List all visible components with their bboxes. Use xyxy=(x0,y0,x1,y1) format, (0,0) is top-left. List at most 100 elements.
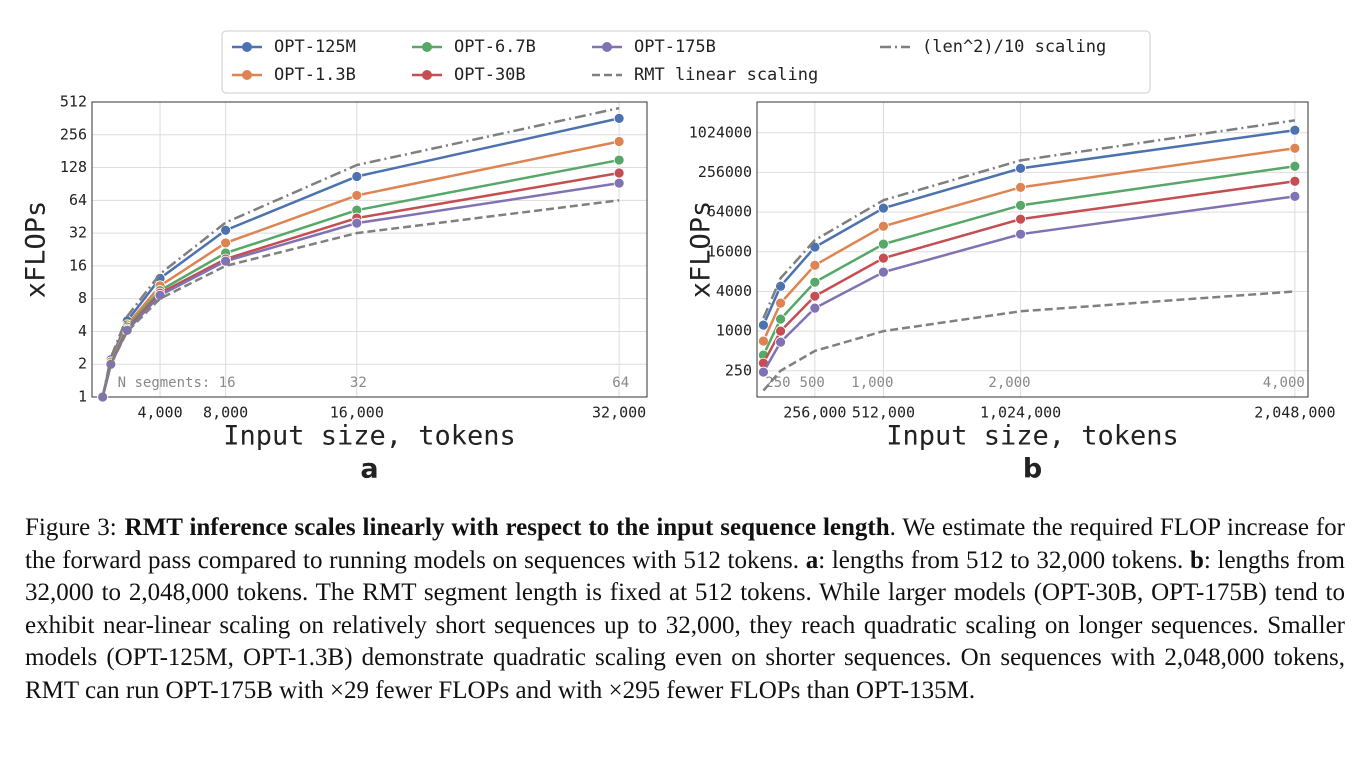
point xyxy=(775,313,786,325)
panel-label: b xyxy=(1023,454,1042,485)
point xyxy=(1015,213,1026,225)
y-tick-label: 256000 xyxy=(698,163,752,181)
point xyxy=(809,276,821,288)
y-tick-label: 4000 xyxy=(716,282,752,300)
x-tick-label: 1,024,000 xyxy=(980,404,1061,422)
y-tick-label: 64000 xyxy=(707,203,752,221)
annotation: 4,000 xyxy=(1263,375,1305,391)
y-axis-label: xFLOPs xyxy=(686,201,717,299)
point xyxy=(1015,162,1026,174)
point xyxy=(809,290,821,302)
point xyxy=(1289,124,1301,136)
point xyxy=(758,335,769,347)
point xyxy=(775,297,786,309)
y-tick-label: 64 xyxy=(69,191,87,209)
y-tick-label: 32 xyxy=(69,224,87,242)
caption-text: : lengths from 512 to 32,000 tokens. xyxy=(818,546,1190,574)
point xyxy=(758,366,769,378)
point xyxy=(351,190,363,201)
point xyxy=(878,202,889,214)
legend-marker xyxy=(242,70,252,80)
y-tick-label: 512 xyxy=(60,93,87,111)
point xyxy=(878,252,889,264)
point xyxy=(1015,228,1026,240)
x-tick-label: 8,000 xyxy=(203,404,248,422)
annotation: N segments: 16 xyxy=(118,375,236,391)
point xyxy=(1289,160,1301,172)
legend-box xyxy=(221,30,1151,94)
legend-label: (len^2)/10 scaling xyxy=(922,37,1106,57)
legend-marker xyxy=(422,70,432,80)
x-tick-label: 256,000 xyxy=(783,404,846,422)
annotation: 500 xyxy=(800,375,825,391)
point xyxy=(878,266,889,278)
point xyxy=(613,167,625,179)
y-tick-label: 128 xyxy=(60,158,87,176)
plot-area xyxy=(92,102,647,397)
point xyxy=(220,237,232,249)
y-axis-label: xFLOPs xyxy=(21,201,52,299)
y-tick-label: 1024000 xyxy=(689,123,752,141)
caption-text: RMT inference scales linearly with respe… xyxy=(124,514,890,541)
y-tick-label: 250 xyxy=(725,361,752,379)
point xyxy=(613,154,625,166)
annotation: 2,000 xyxy=(988,375,1030,391)
point xyxy=(1015,181,1026,193)
point xyxy=(1289,190,1301,202)
plot-area xyxy=(757,102,1308,397)
series-line xyxy=(101,199,620,398)
series-line xyxy=(101,106,620,398)
caption-text: . We estimate the required FLOP increase… xyxy=(25,514,1346,574)
axes-frame xyxy=(756,101,1309,398)
caption-text: : lengths from 32,000 to 2,048,000 token… xyxy=(25,546,1345,704)
x-tick-label: 2,048,000 xyxy=(1254,404,1335,422)
series-line xyxy=(762,147,1296,342)
point xyxy=(1289,142,1301,154)
x-tick-label: 16,000 xyxy=(330,404,384,422)
panel-label: a xyxy=(360,454,378,485)
point xyxy=(154,289,166,301)
series-line xyxy=(762,164,1296,356)
y-tick-label: 16 xyxy=(69,256,87,274)
series-line xyxy=(762,195,1296,373)
point xyxy=(775,280,786,292)
series-line xyxy=(762,128,1296,326)
point xyxy=(613,112,625,124)
point xyxy=(878,220,889,232)
point xyxy=(220,224,232,236)
legend-marker xyxy=(242,42,252,52)
series-line xyxy=(762,119,1296,319)
x-tick-label: 4,000 xyxy=(137,404,182,422)
x-axis-label: Input size, tokens xyxy=(886,421,1179,452)
legend-marker xyxy=(422,42,432,52)
legend-label: OPT-6.7B xyxy=(454,37,536,57)
point xyxy=(351,171,363,182)
series-line xyxy=(762,290,1295,392)
point xyxy=(775,336,786,348)
annotation: 250 xyxy=(765,375,790,391)
legend-label: OPT-175B xyxy=(634,37,716,57)
annotation: 1,000 xyxy=(851,375,893,391)
y-tick-label: 2 xyxy=(78,355,87,373)
legend-label: RMT linear scaling xyxy=(634,65,818,85)
point xyxy=(351,217,363,229)
point xyxy=(775,325,786,337)
legend-label: OPT-30B xyxy=(454,65,526,85)
x-tick-label: 512,000 xyxy=(852,404,915,422)
point xyxy=(758,319,769,331)
legend-label: OPT-1.3B xyxy=(274,65,356,85)
figure: 1 2 4 8 16 32 64 128 256 512 4,000 8,000 16,000 32,00… xyxy=(21,30,1336,485)
y-tick-label: 1 xyxy=(78,388,87,406)
point xyxy=(220,255,232,267)
y-tick-label: 8 xyxy=(78,289,87,307)
x-axis-label: Input size, tokens xyxy=(223,421,516,452)
series-line xyxy=(762,180,1296,364)
caption-text: Figure 3: xyxy=(25,514,117,541)
legend-marker xyxy=(602,42,612,52)
point xyxy=(613,136,625,147)
annotation: 32 xyxy=(350,375,367,391)
x-tick-label: 32,000 xyxy=(592,404,646,422)
legend-label: OPT-125M xyxy=(274,37,356,57)
y-tick-label: 4 xyxy=(78,322,87,340)
